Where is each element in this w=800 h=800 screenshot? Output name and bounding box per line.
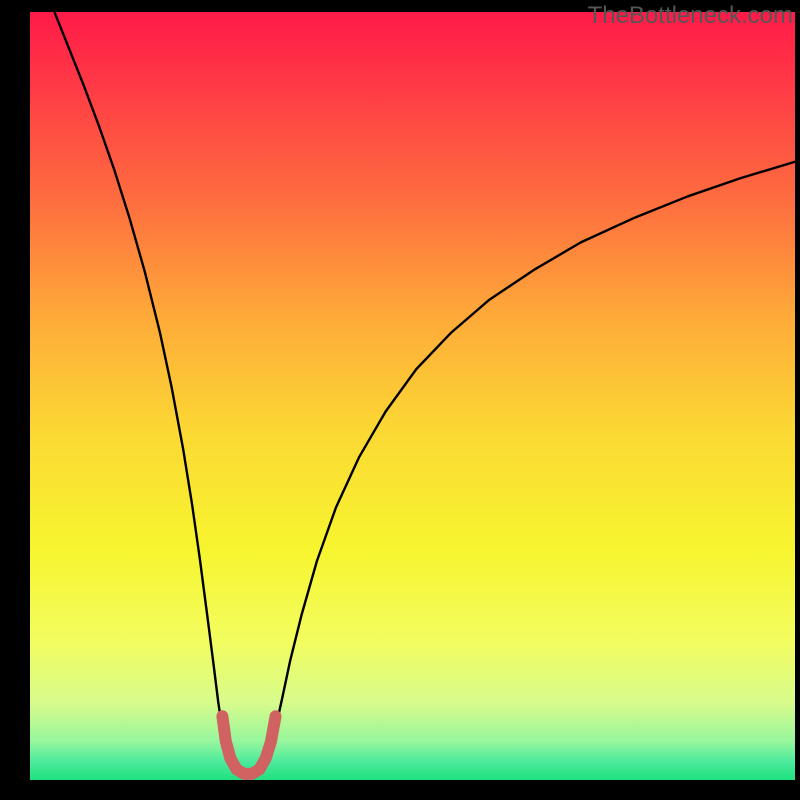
watermark-text: TheBottleneck.com <box>588 2 793 30</box>
curve-layer <box>30 12 795 780</box>
chart-root: TheBottleneck.com <box>0 0 800 800</box>
main-curve <box>54 12 795 775</box>
plot-area <box>30 12 795 780</box>
accent-u-curve <box>222 716 275 774</box>
